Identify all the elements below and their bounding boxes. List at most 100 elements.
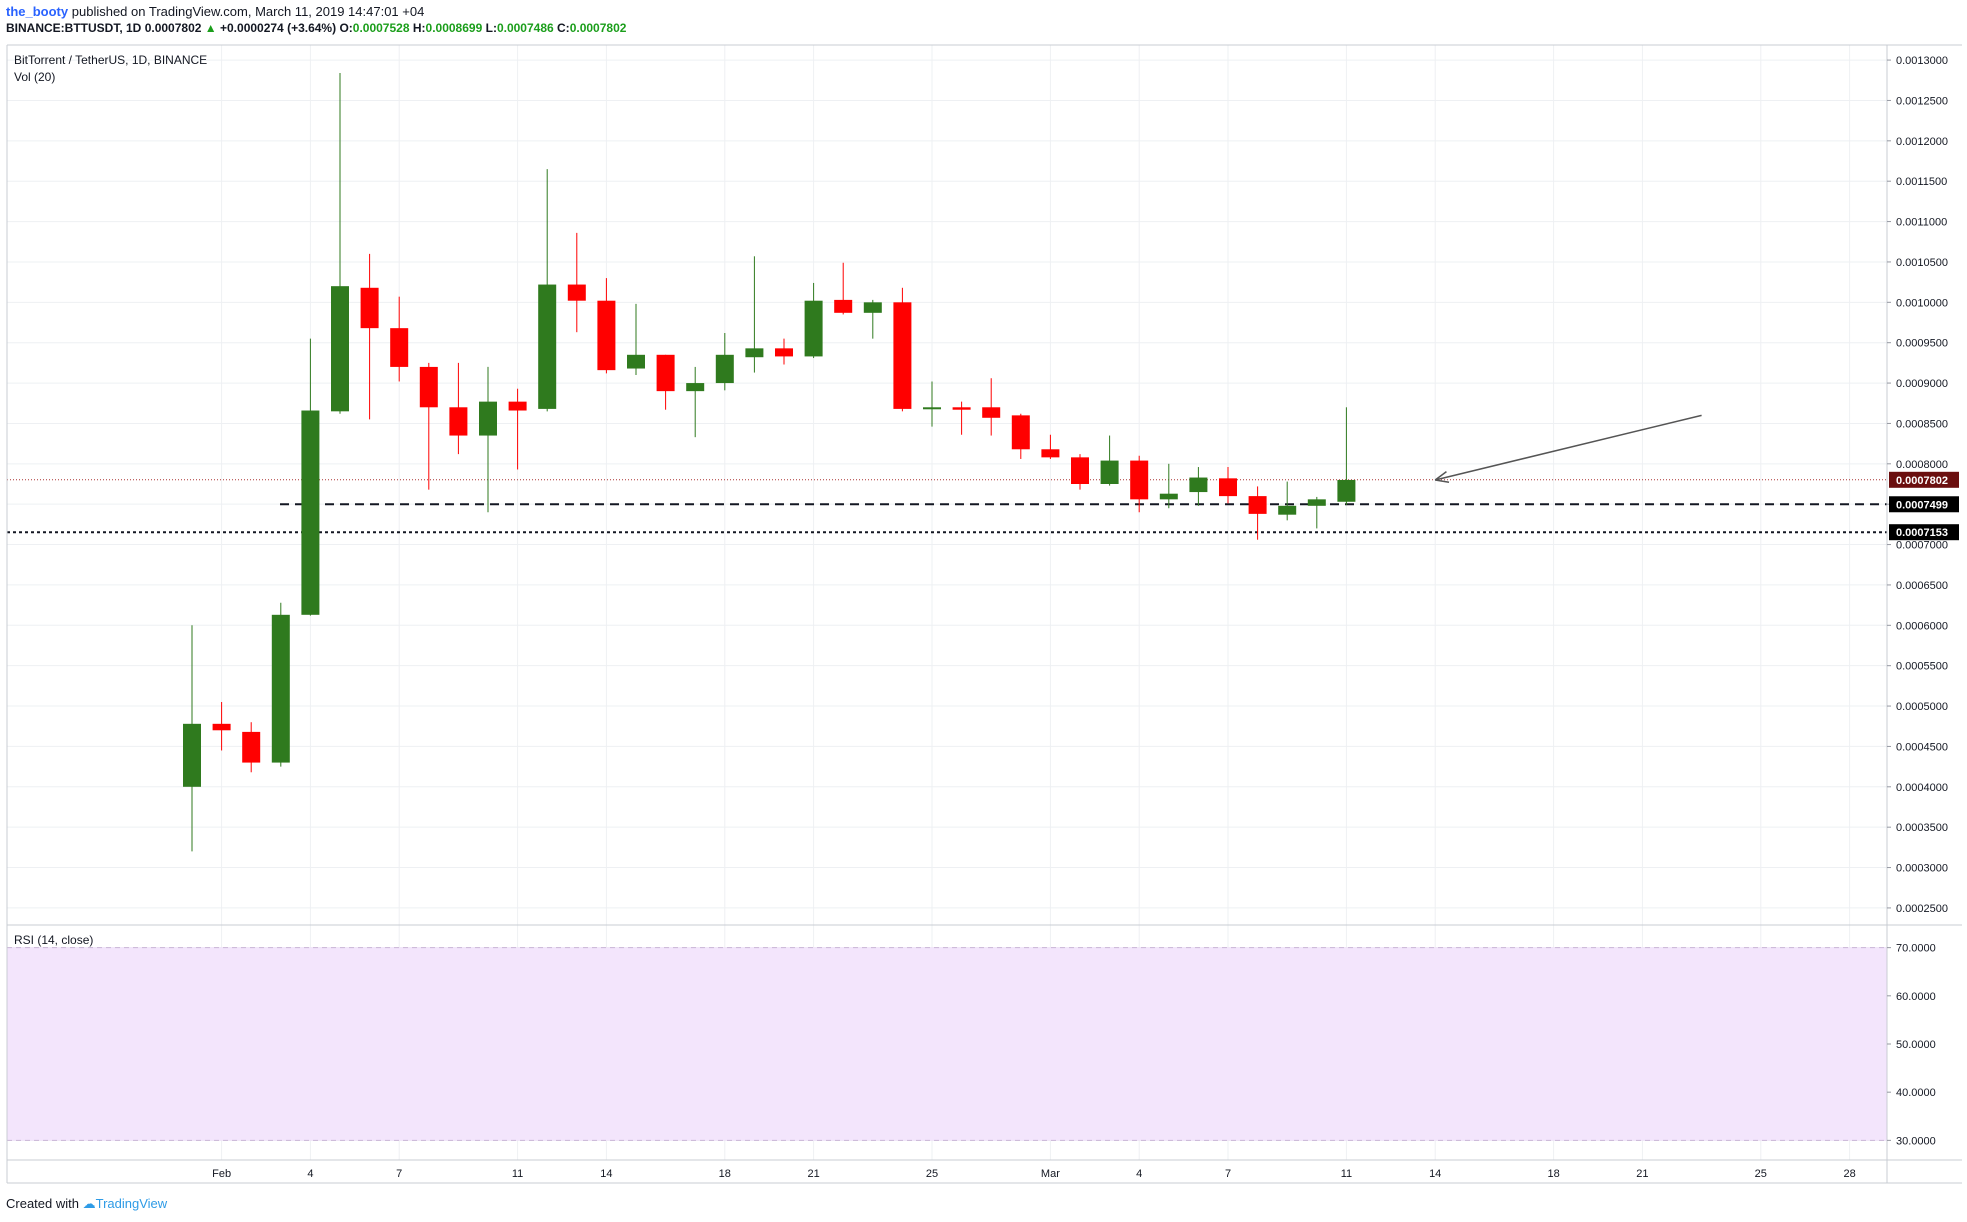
candle-body-up xyxy=(1278,505,1297,515)
price-tick-label: 0.0011500 xyxy=(1896,176,1947,188)
candle-body-up xyxy=(1100,460,1119,484)
volume-legend: Vol (20) xyxy=(14,70,55,84)
price-tick-label: 0.0011000 xyxy=(1896,217,1947,229)
time-tick-label: Feb xyxy=(212,1168,231,1180)
time-axis[interactable]: Feb 4 7 11 14 18 21 25 Mar 4 7 11 14 18 21 25 28 xyxy=(212,1168,1856,1180)
low-label: L: xyxy=(485,21,497,35)
candle-body-up xyxy=(538,284,557,409)
candle-body-down xyxy=(952,407,971,410)
price-change: +0.0000274 (+3.64%) xyxy=(220,21,337,35)
open-label: O: xyxy=(339,21,353,35)
time-tick-label: 7 xyxy=(1225,1168,1231,1180)
rsi-band-lines xyxy=(7,947,1887,1141)
price-tick-label: 0.0006000 xyxy=(1896,620,1948,632)
candle-body-up xyxy=(479,401,497,436)
time-tick-label: Mar xyxy=(1041,1168,1060,1180)
price-tick-label: 0.0004500 xyxy=(1896,741,1948,753)
price-tick-label: 0.0005000 xyxy=(1896,701,1948,713)
price-tick-label: 0.0012500 xyxy=(1896,95,1948,107)
price-tag-label: 0.0007499 xyxy=(1896,499,1948,511)
candle-body-down xyxy=(1071,457,1089,484)
price-tick-label: 0.0010500 xyxy=(1896,257,1948,269)
price-tags: 0.0007802 0.0007499 0.0007153 xyxy=(1889,471,1959,541)
low-value: 0.0007486 xyxy=(496,21,554,35)
candle-body-up xyxy=(1159,493,1178,500)
candle-body-down xyxy=(449,407,468,436)
price-tick-label: 0.0008000 xyxy=(1896,459,1948,471)
price-tick-label: 0.0009500 xyxy=(1896,338,1948,350)
price-tick-label: 0.0004000 xyxy=(1896,782,1948,794)
candle-body-up xyxy=(863,302,882,313)
candle-body-up xyxy=(686,383,705,392)
chart-frame xyxy=(6,44,1962,1184)
time-tick-label: 7 xyxy=(396,1168,402,1180)
rsi-band xyxy=(7,947,1887,1141)
candles xyxy=(183,72,1356,852)
candle-body-up xyxy=(715,354,734,384)
candle-body-up xyxy=(183,723,201,787)
time-tick-label: 11 xyxy=(1341,1168,1352,1180)
price-axis[interactable]: 0.0013000 0.0012500 0.0012000 0.0011500 0.00… xyxy=(1887,55,1948,915)
candle-body-down xyxy=(508,401,527,411)
price-levels xyxy=(7,479,1887,534)
price-tag-label: 0.0007153 xyxy=(1896,527,1948,539)
time-tick-label: 28 xyxy=(1843,1168,1855,1180)
candle-body-down xyxy=(982,407,1001,418)
price-tag-box xyxy=(1889,524,1959,541)
high-value: 0.0008699 xyxy=(425,21,483,35)
rsi-legend: RSI (14, close) xyxy=(14,933,93,947)
price-tick-label: 0.0003000 xyxy=(1896,863,1948,875)
time-tick-label: 14 xyxy=(600,1168,612,1180)
candle-body-down xyxy=(1130,460,1149,500)
arrow-head xyxy=(1434,471,1447,481)
candle-body-down xyxy=(656,354,675,392)
candle-body-down xyxy=(893,302,912,409)
created-with-label: Created with xyxy=(6,1196,79,1211)
author-link[interactable]: the_booty xyxy=(6,4,69,19)
rsi-tick-label: 40.0000 xyxy=(1896,1087,1936,1099)
candle-body-down xyxy=(242,731,261,763)
high-label: H: xyxy=(412,21,426,35)
rsi-axis[interactable]: 70.0000 60.0000 50.0000 40.0000 30.0000 xyxy=(1887,943,1936,1148)
time-tick-label: 4 xyxy=(1136,1168,1142,1180)
candle-body-down xyxy=(212,723,231,731)
price-tick-label: 0.0013000 xyxy=(1896,55,1948,67)
symbol-label: BINANCE:BTTUSDT, 1D xyxy=(6,21,142,35)
candle-body-up xyxy=(331,286,349,412)
price-tick-label: 0.0010000 xyxy=(1896,297,1948,309)
arrow-line xyxy=(1435,414,1702,481)
price-tick-label: 0.0005500 xyxy=(1896,661,1948,673)
candle-body-down xyxy=(567,284,586,301)
annotation-arrow xyxy=(1434,414,1702,483)
close-label: C: xyxy=(557,21,570,35)
time-tick-label: 11 xyxy=(512,1168,523,1180)
candle-body-down xyxy=(775,348,793,357)
tradingview-brand-link[interactable]: TradingView xyxy=(95,1196,168,1211)
candle-body-down xyxy=(597,300,616,371)
last-price: 0.0007802 xyxy=(144,21,202,35)
publish-info: published on TradingView.com, March 11, … xyxy=(71,4,425,19)
time-tick-label: 21 xyxy=(1636,1168,1648,1180)
candle-body-down xyxy=(1041,449,1060,458)
up-arrow-icon: ▲ xyxy=(204,21,217,35)
rsi-tick-label: 30.0000 xyxy=(1896,1135,1936,1147)
candle-body-up xyxy=(1189,477,1208,493)
candle-body-down xyxy=(360,287,379,329)
price-tick-label: 0.0006500 xyxy=(1896,580,1948,592)
price-tick-label: 0.0008500 xyxy=(1896,418,1948,430)
close-value: 0.0007802 xyxy=(569,21,627,35)
tradingview-logo-icon: ☁ xyxy=(82,1196,96,1211)
candle-body-down xyxy=(834,299,853,313)
candle-body-down xyxy=(1248,496,1267,514)
price-tag-label: 0.0007802 xyxy=(1896,475,1948,487)
footer: Created with ☁TradingView xyxy=(6,1196,167,1212)
candle-body-up xyxy=(804,300,823,357)
candle-body-up xyxy=(1307,499,1326,506)
ohlc-line: BINANCE:BTTUSDT, 1D 0.0007802 ▲ +0.00002… xyxy=(6,20,626,37)
rsi-tick-label: 50.0000 xyxy=(1896,1039,1936,1051)
candle-body-up xyxy=(627,354,645,369)
time-tick-label: 14 xyxy=(1429,1168,1441,1180)
time-tick-label: 25 xyxy=(926,1168,938,1180)
arrow-head xyxy=(1435,479,1450,483)
